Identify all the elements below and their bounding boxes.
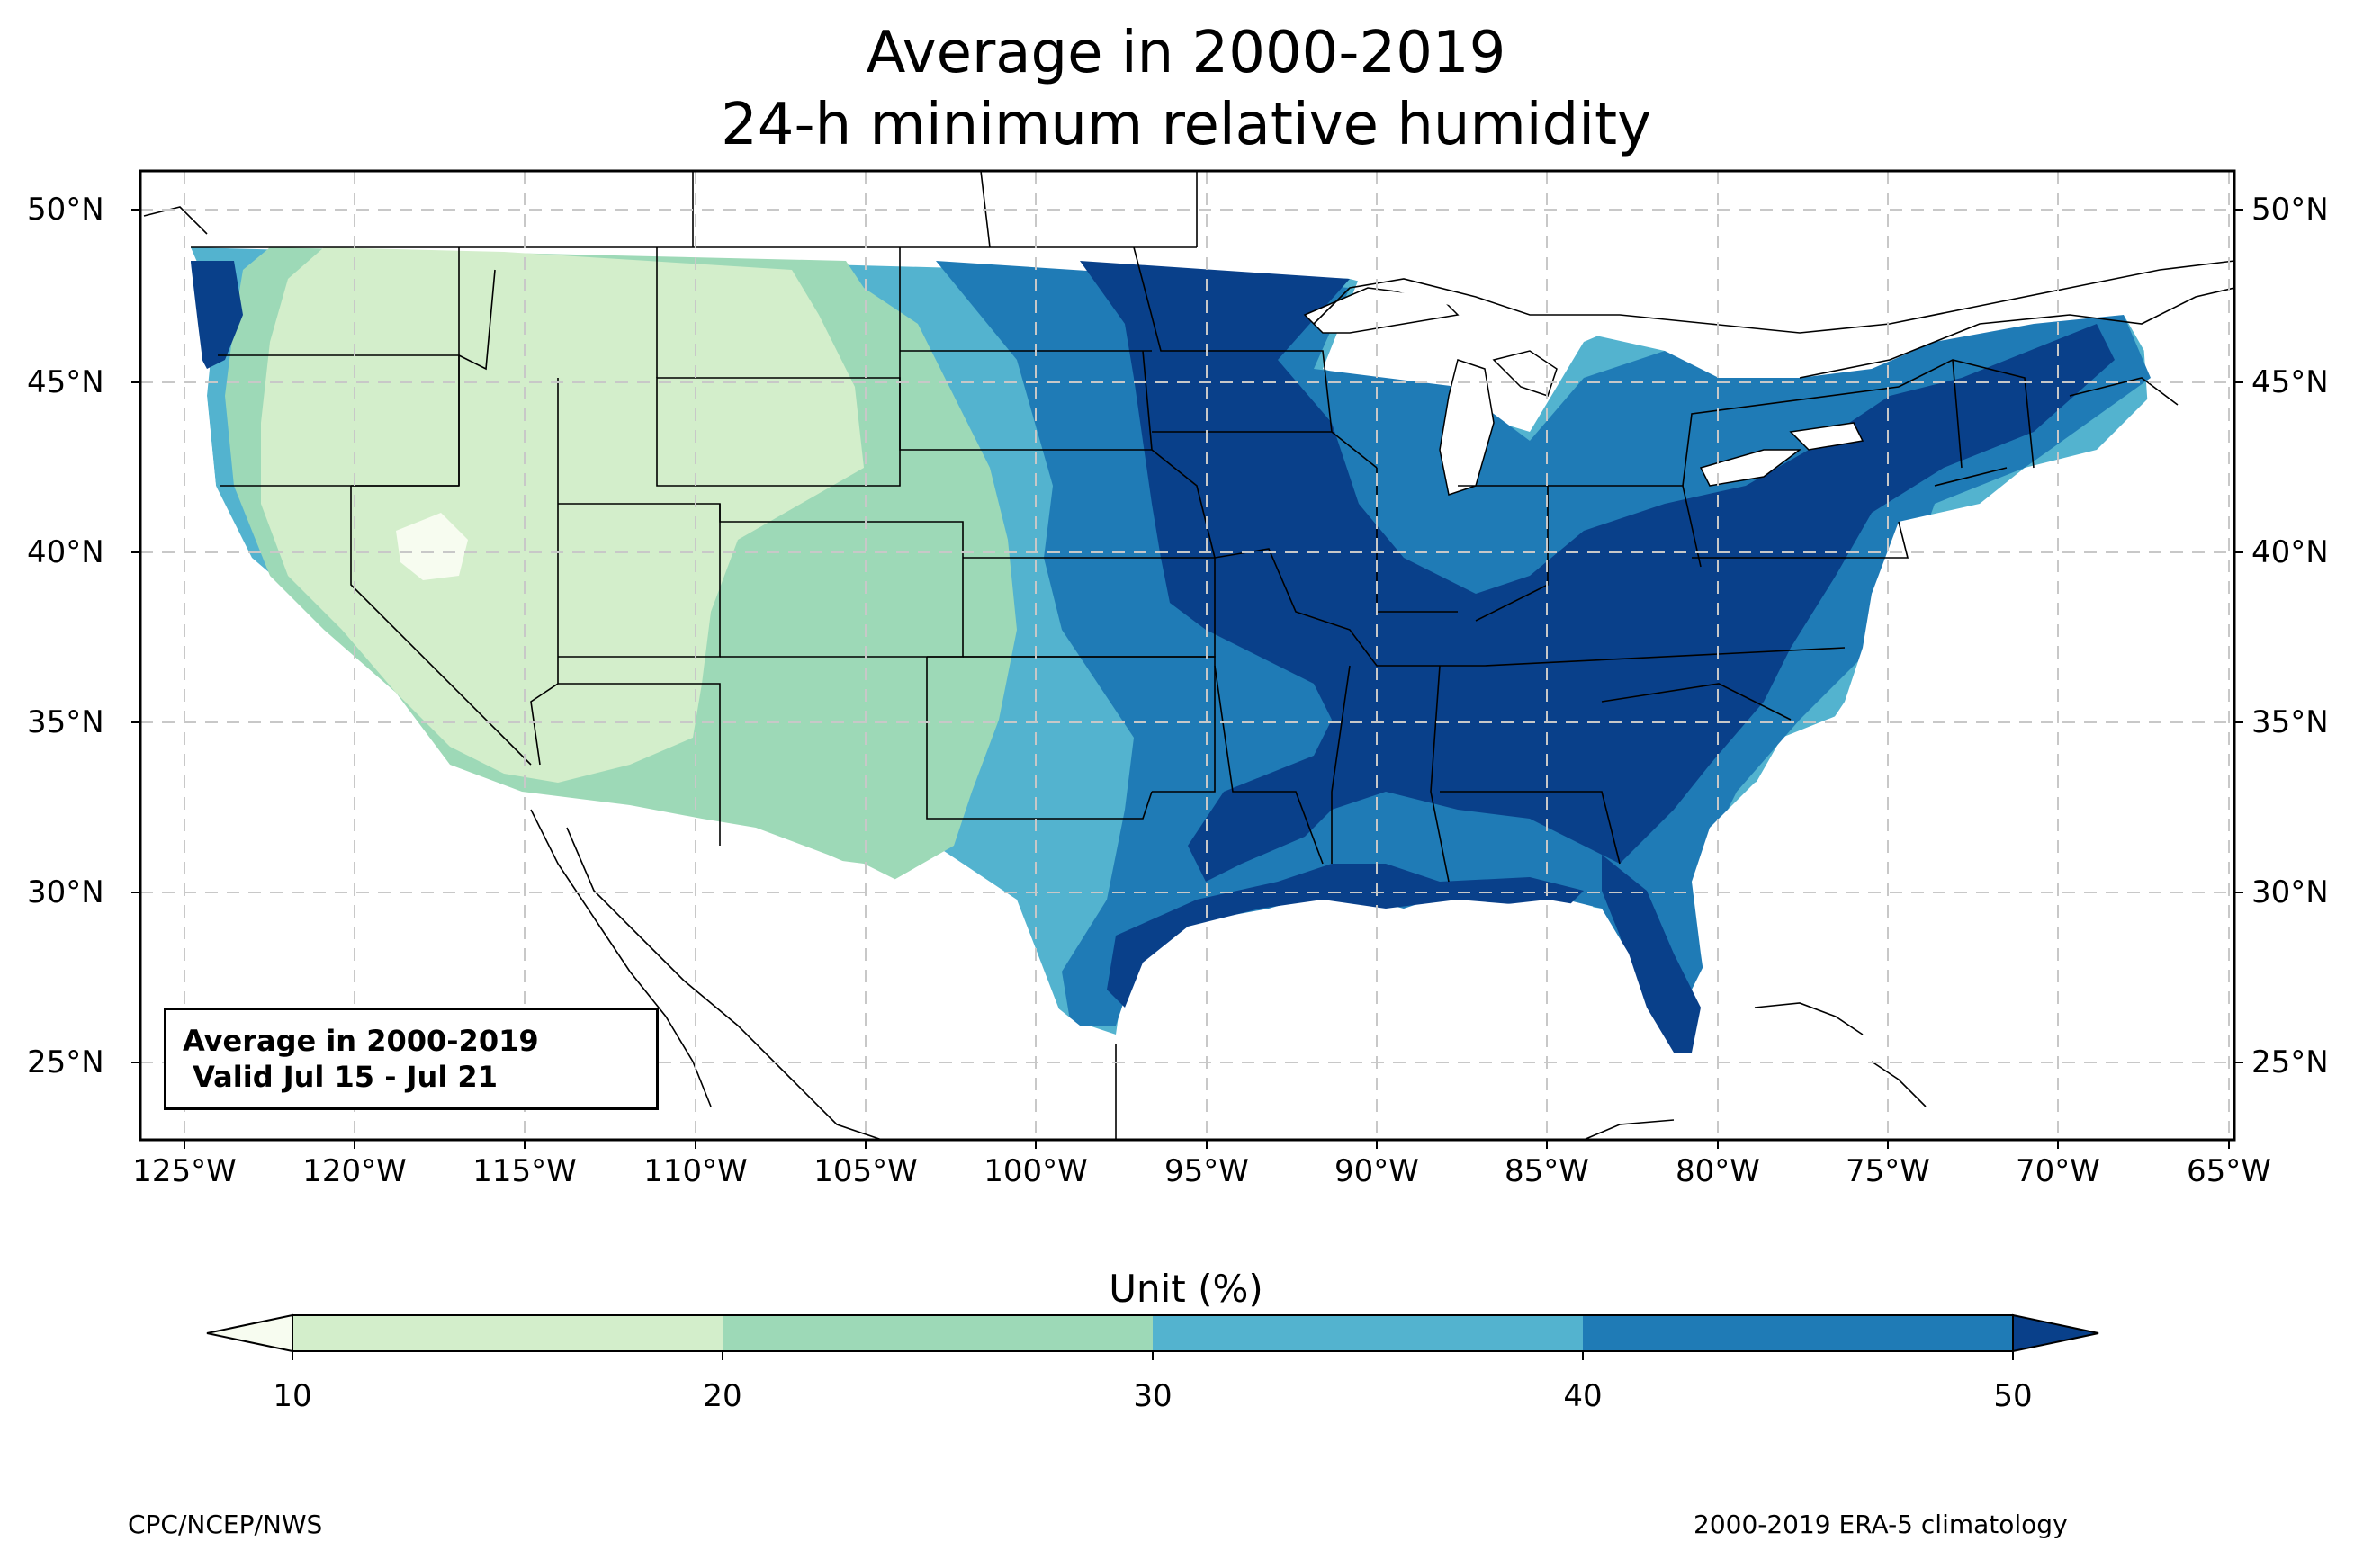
rh-fill-under-10 — [396, 513, 468, 580]
colorbar-tick-50: 50 — [1993, 1378, 2033, 1414]
rh-fill-over-50-east — [1080, 261, 2115, 882]
lon-label-85w: 85°W — [1505, 1153, 1589, 1189]
map-area — [140, 171, 2234, 1140]
map-frame — [139, 169, 2236, 1142]
gridlines — [140, 171, 2234, 1140]
valid-box-line2: Valid Jul 15 - Jul 21 — [183, 1060, 498, 1094]
lat-label-35n: 35°N — [27, 704, 104, 740]
colorbar-bin-10-20 — [292, 1315, 723, 1351]
footer-source-left: CPC/NCEP/NWS — [128, 1510, 323, 1539]
colorbar-over — [2012, 1313, 2099, 1353]
colorbar-bin-30-40 — [1153, 1315, 1583, 1351]
lon-label-70w: 70°W — [2016, 1153, 2100, 1189]
atlantic-mask — [1692, 369, 2234, 1140]
colorbar — [206, 1313, 2099, 1360]
lon-label-115w: 115°W — [472, 1153, 577, 1189]
axis-ticks — [131, 209, 2243, 1149]
colorbar-bin-20-30 — [723, 1315, 1153, 1351]
colorbar-bin-40-50 — [1583, 1315, 2013, 1351]
lat-label-25n-right: 25°N — [2251, 1044, 2329, 1080]
lon-label-90w: 90°W — [1334, 1153, 1419, 1189]
pacific-mask — [140, 247, 450, 792]
lat-label-40n-right: 40°N — [2251, 534, 2329, 570]
lat-label-45n-right: 45°N — [2251, 364, 2329, 400]
lon-label-65w: 65°W — [2187, 1153, 2271, 1189]
map-title-line1: Average in 2000-2019 — [866, 20, 1506, 86]
lon-label-110w: 110°W — [643, 1153, 748, 1189]
lat-label-50n: 50°N — [27, 192, 104, 228]
lat-label-35n-right: 35°N — [2251, 704, 2329, 740]
rh-fill-10-20 — [261, 247, 864, 783]
lat-label-40n: 40°N — [27, 534, 104, 570]
colorbar-title: Unit (%) — [1109, 1267, 1263, 1311]
colorbar-under — [206, 1313, 293, 1353]
lon-label-95w: 95°W — [1164, 1153, 1249, 1189]
footer-source-right: 2000-2019 ERA-5 climatology — [1694, 1510, 2068, 1539]
lon-label-75w: 75°W — [1846, 1153, 1930, 1189]
valid-box-line1: Average in 2000-2019 — [183, 1024, 539, 1058]
colorbar-tick-30: 30 — [1133, 1378, 1173, 1414]
colorbar-tick-40: 40 — [1563, 1378, 1603, 1414]
map-title-line2: 24-h minimum relative humidity — [721, 92, 1651, 158]
lat-label-50n-right: 50°N — [2251, 192, 2329, 228]
lon-label-80w: 80°W — [1676, 1153, 1760, 1189]
lat-label-45n: 45°N — [27, 364, 104, 400]
colorbar-tick-20: 20 — [703, 1378, 742, 1414]
rh-fill-over-50-florida — [1602, 855, 1701, 1053]
rh-fill-over-50-pnw — [191, 261, 243, 369]
valid-period-box: Average in 2000-2019 Valid Jul 15 - Jul … — [164, 1008, 659, 1110]
colorbar-tick-10: 10 — [273, 1378, 312, 1414]
rh-fill-over-50-gulf — [1107, 864, 1584, 1008]
lon-label-120w: 120°W — [302, 1153, 407, 1189]
lon-label-105w: 105°W — [813, 1153, 918, 1189]
canada-mask — [140, 171, 2234, 378]
lat-label-25n: 25°N — [27, 1044, 104, 1080]
gulf-mask — [1125, 900, 1710, 1140]
lat-label-30n-right: 30°N — [2251, 874, 2329, 910]
lon-label-100w: 100°W — [984, 1153, 1088, 1189]
lon-label-125w: 125°W — [132, 1153, 237, 1189]
lat-label-30n: 30°N — [27, 874, 104, 910]
